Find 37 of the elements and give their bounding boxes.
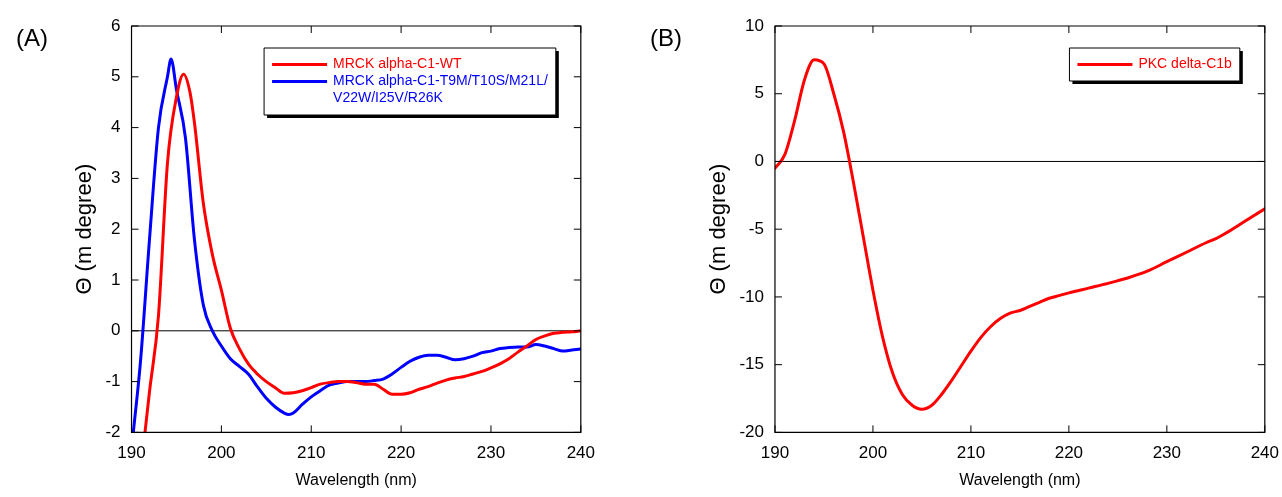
y-tick-label: -1 (105, 371, 121, 391)
x-tick-label: 200 (858, 443, 888, 463)
y-tick-label: -15 (739, 354, 764, 374)
y-tick-label: 5 (754, 83, 764, 103)
y-tick-label: -2 (105, 422, 121, 442)
y-tick-label: 10 (745, 15, 764, 35)
y-tick-label: 0 (754, 151, 764, 171)
legend-label: PKC delta-C1b (1138, 55, 1233, 72)
y-tick-label: 2 (111, 218, 121, 238)
x-tick-label: 190 (117, 443, 146, 463)
y-tick-label: -10 (739, 286, 764, 306)
x-tick-label: 210 (297, 443, 326, 463)
y-axis-title: Θ (m degree) (71, 163, 97, 295)
chart-title: (A) (16, 24, 48, 52)
y-tick-label: -20 (739, 422, 764, 442)
x-axis-title: Wavelength (nm) (959, 470, 1081, 488)
x-tick-label: 220 (1054, 443, 1084, 463)
x-tick-label: 230 (476, 443, 506, 463)
y-tick-label: 0 (111, 320, 121, 340)
x-tick-label: 240 (1250, 443, 1280, 463)
y-tick-label: 1 (111, 269, 121, 289)
y-axis-title: Θ (m degree) (705, 163, 731, 295)
legend-label: MRCK alpha-C1-WT (333, 55, 462, 72)
chart-title: (B) (650, 24, 682, 52)
y-tick-label: 6 (111, 15, 121, 35)
x-axis-title: Wavelength (nm) (295, 470, 417, 488)
y-tick-label: -5 (748, 218, 764, 238)
legend-label: MRCK alpha-C1-T9M/T10S/M21L/V22W/I25V/R26K (333, 72, 548, 106)
x-tick-label: 190 (760, 443, 790, 463)
x-tick-label: 240 (566, 443, 596, 463)
x-tick-label: 210 (956, 443, 986, 463)
y-tick-label: 4 (111, 117, 121, 137)
x-tick-label: 230 (1152, 443, 1182, 463)
y-tick-label: 5 (111, 66, 121, 86)
y-tick-label: 3 (111, 168, 121, 188)
x-tick-label: 200 (207, 443, 236, 463)
x-tick-label: 220 (386, 443, 416, 463)
